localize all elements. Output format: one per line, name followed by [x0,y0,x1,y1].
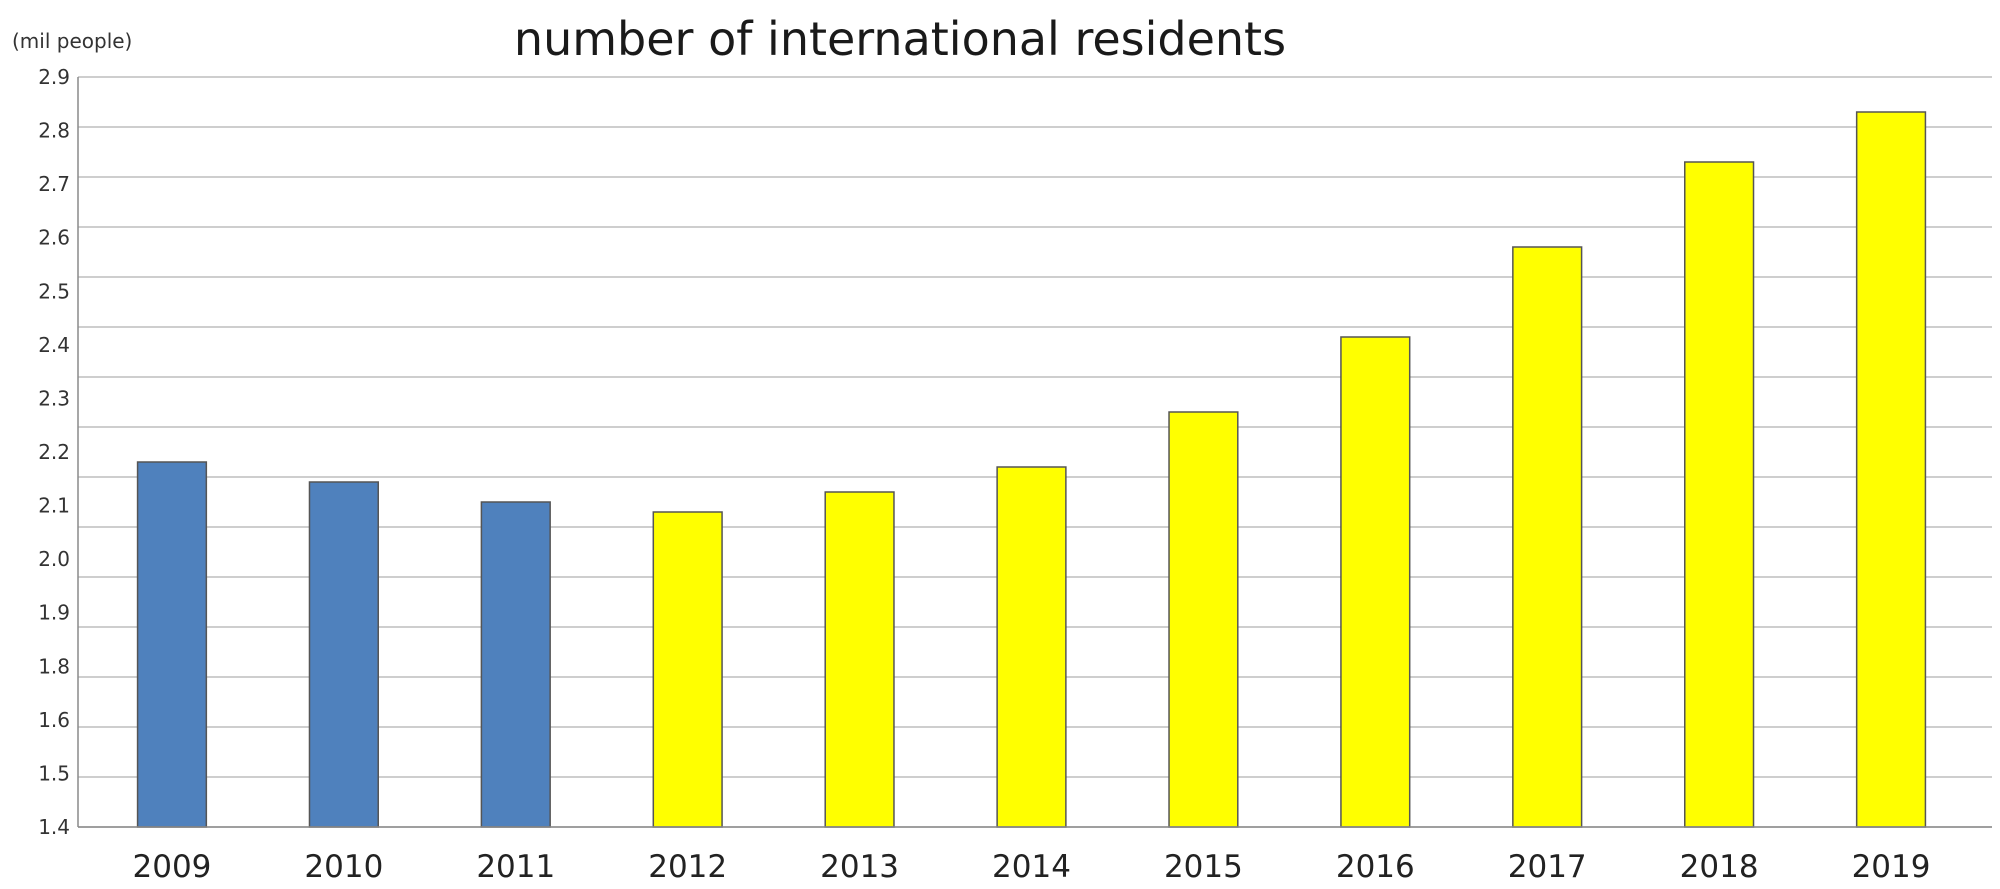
x-tick-label: 2014 [992,849,1071,885]
y-tick-label: 2.2 [38,440,70,464]
bar-2009 [136,461,208,828]
bar-2012 [652,511,723,828]
x-tick-label: 2017 [1508,849,1587,885]
y-tick-label: 2.8 [38,119,70,143]
y-tick-label: 2.3 [38,386,70,410]
y-tick-label: 2.4 [38,333,70,357]
bar-2018 [1684,161,1755,828]
x-tick-label: 2019 [1852,849,1931,885]
y-tick-label: 1.6 [38,708,70,732]
y-tick-label: 2.5 [38,279,70,303]
x-axis-ticks: 2009 2010 2011 2012 2013 2014 2015 2016 2017 2018… [133,849,1931,885]
y-tick-label: 2.9 [38,65,70,89]
bar-2019 [1855,111,1927,828]
bar-2014 [996,466,1067,828]
chart-title: number of international residents [514,12,1286,66]
y-tick-label: 2.1 [38,494,70,518]
bar-2010 [308,481,379,828]
x-tick-label: 2012 [648,849,727,885]
bars [136,111,1927,828]
x-tick-label: 2015 [1164,849,1243,885]
y-tick-label: 1.8 [38,654,70,678]
bar-2016 [1340,336,1411,828]
y-tick-label: 1.4 [38,815,70,839]
x-tick-label: 2011 [476,849,555,885]
y-tick-label: 2.7 [38,172,70,196]
y-tick-label: 1.5 [38,761,70,785]
y-axis-unit-label: (mil people) [12,29,132,53]
x-tick-label: 2013 [820,849,899,885]
x-tick-label: 2018 [1680,849,1759,885]
y-tick-label: 2.0 [38,547,70,571]
x-tick-label: 2016 [1336,849,1415,885]
bar-2013 [824,491,895,828]
y-tick-label: 2.6 [38,226,70,250]
y-tick-label: 1.9 [38,601,70,625]
y-axis-ticks: 1.4 1.5 1.6 1.8 1.9 2.0 2.1 2.2 2.3 2.4 2.5 2.6 2.7 2… [38,65,70,839]
x-tick-label: 2009 [133,849,212,885]
bar-2011 [480,501,551,828]
bar-2017 [1512,246,1583,828]
x-tick-label: 2010 [304,849,383,885]
bar-2015 [1168,411,1239,828]
